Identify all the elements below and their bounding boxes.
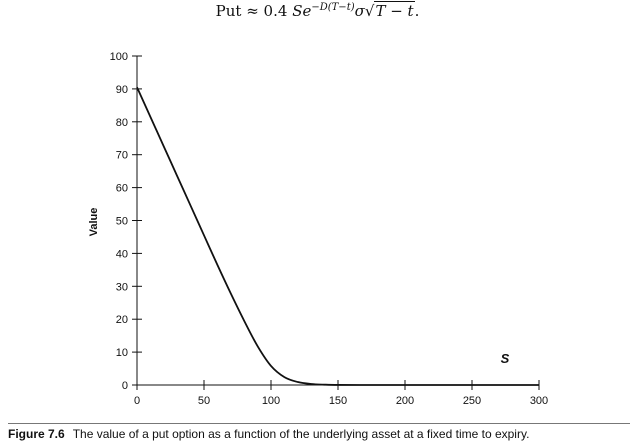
x-tick-label-200: 200 bbox=[396, 395, 414, 407]
y-tick-label-90: 90 bbox=[116, 84, 128, 96]
formula-exponent: −D(T−t) bbox=[311, 2, 355, 13]
formula-sigma: σ bbox=[354, 2, 365, 20]
y-tick-label-50: 50 bbox=[116, 216, 128, 228]
sqrt-sign: √ bbox=[364, 2, 375, 20]
x-tick-label-300: 300 bbox=[530, 395, 548, 407]
y-tick-label-0: 0 bbox=[122, 380, 128, 392]
formula-base: Se bbox=[292, 2, 312, 20]
series-line-0 bbox=[136, 86, 539, 386]
figure-caption: Figure 7.6 The value of a put option as a… bbox=[8, 423, 630, 441]
x-tick-label-100: 100 bbox=[262, 395, 280, 407]
y-tick-label-30: 30 bbox=[116, 281, 128, 293]
formula-sqrt-arg: T − t bbox=[374, 1, 415, 20]
formula-approx: ≈ 0.4 bbox=[246, 2, 288, 20]
formula-end: . bbox=[414, 2, 420, 20]
y-tick-label-100: 100 bbox=[110, 51, 128, 63]
formula: Put ≈ 0.4 Se−D(T−t)σ√T − t. bbox=[0, 1, 635, 20]
y-tick-label-20: 20 bbox=[116, 314, 128, 326]
y-tick-label-70: 70 bbox=[116, 150, 128, 162]
x-tick-label-150: 150 bbox=[329, 395, 347, 407]
formula-lhs: Put bbox=[215, 2, 242, 20]
y-tick-label-60: 60 bbox=[116, 183, 128, 195]
s-annotation: S bbox=[501, 351, 510, 366]
y-tick-label-40: 40 bbox=[116, 248, 128, 260]
chart-series bbox=[136, 86, 539, 386]
y-tick-label-80: 80 bbox=[116, 117, 128, 129]
put-value-chart: 0 10 20 30 40 50 60 70 80 90 100 0 50 100 150 200 250 300… bbox=[88, 51, 549, 407]
figure-caption-text: The value of a put option as a function … bbox=[72, 427, 530, 441]
y-tick-label-10: 10 bbox=[116, 347, 128, 359]
figure-label: Figure 7.6 bbox=[8, 427, 65, 441]
x-tick-label-0: 0 bbox=[134, 395, 140, 407]
y-axis-label: Value bbox=[88, 208, 100, 237]
x-tick-label-250: 250 bbox=[463, 395, 481, 407]
x-tick-label-50: 50 bbox=[198, 395, 210, 407]
chart-ticks: 0 10 20 30 40 50 60 70 80 90 100 0 50 100 150 200 250 300 bbox=[110, 51, 549, 407]
